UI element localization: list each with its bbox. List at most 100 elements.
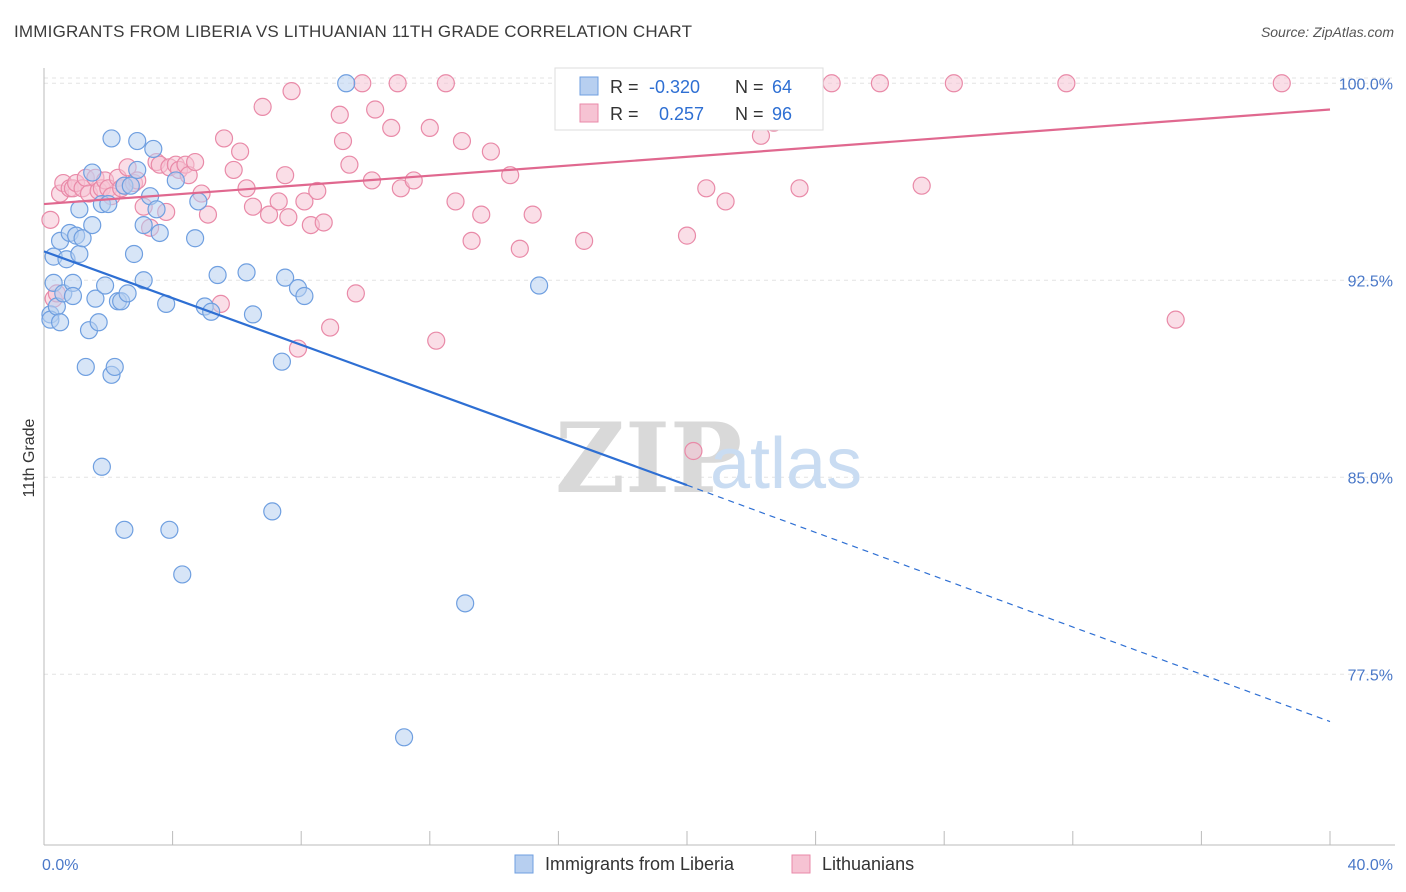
liberia-point — [394, 728, 414, 747]
lithuanians-point — [510, 239, 529, 258]
bottom-legend-swatch-pink — [791, 854, 811, 874]
liberia-point — [105, 357, 124, 377]
lithuanians-point — [353, 74, 372, 93]
chart-title: IMMIGRANTS FROM LIBERIA VS LITHUANIAN 11… — [14, 22, 693, 41]
liberia-point — [118, 284, 137, 303]
liberia-point — [86, 289, 105, 308]
liberia-point — [150, 223, 169, 243]
liberia-point — [70, 200, 89, 219]
lithuanians-point — [198, 205, 218, 224]
liberia-point — [189, 192, 208, 211]
lithuanians-point — [333, 131, 353, 151]
lithuanians-point — [346, 284, 365, 303]
lithuanians-point — [276, 166, 295, 185]
lithuanians-point — [253, 97, 272, 116]
legend-r-label-pink: R = — [610, 104, 639, 124]
y-axis-label: 11th Grade — [21, 418, 38, 497]
watermark-zip: ZIP — [555, 402, 742, 515]
y-tick-label: 85.0% — [1348, 470, 1393, 487]
lithuanians-point — [404, 171, 423, 190]
y-tick-labels: 77.5% 85.0% 92.5% 100.0% — [1339, 76, 1393, 684]
lithuanians-point — [446, 192, 465, 211]
source-credit: Source: ZipAtlas.com — [1260, 24, 1394, 40]
liberia-point — [128, 160, 147, 180]
legend-swatch-pink — [579, 103, 599, 123]
liberia-point — [95, 276, 115, 295]
y-tick-label: 92.5% — [1348, 273, 1393, 290]
legend-swatch-blue — [579, 76, 599, 96]
liberia-point — [237, 263, 256, 282]
lithuanians-point — [1272, 74, 1291, 93]
liberia-point — [121, 176, 140, 195]
lithuanians-point — [462, 231, 481, 250]
liberia-point — [83, 215, 102, 235]
trend-lines — [43, 108, 1331, 723]
lithuanians-point — [912, 176, 931, 195]
lithuanians-trend-line — [43, 108, 1331, 206]
legend-n-value-pink: 96 — [772, 104, 792, 124]
lithuanians-point — [575, 231, 594, 250]
liberia-point — [102, 129, 121, 148]
lithuanians-point — [282, 82, 301, 101]
liberia-point — [144, 139, 163, 159]
liberia-point — [83, 163, 102, 182]
liberia-point — [115, 520, 134, 539]
lithuanians-point — [330, 105, 349, 124]
liberia-point — [63, 286, 83, 306]
lithuanians-point — [472, 205, 491, 224]
axes — [43, 68, 1395, 846]
lithuanians-point — [452, 131, 472, 151]
lithuanians-point — [388, 74, 407, 93]
liberia-point — [73, 229, 92, 248]
liberia-point — [208, 265, 227, 285]
bottom-legend: Immigrants from Liberia Lithuanians — [514, 854, 914, 874]
lithuanians-point — [790, 179, 809, 198]
lithuanians-point — [243, 197, 263, 216]
y-tick-label: 77.5% — [1348, 667, 1393, 684]
liberia-point — [70, 244, 89, 264]
lithuanians-point — [279, 208, 298, 227]
lithuanians-point — [295, 192, 314, 211]
lithuanians-point — [1166, 310, 1185, 329]
lithuanians-point — [366, 100, 385, 119]
lithuanians-point — [321, 318, 340, 337]
lithuanians-point — [716, 192, 735, 211]
lithuanians-point — [481, 142, 500, 161]
bottom-legend-label-pink: Lithuanians — [822, 854, 914, 874]
lithuanians-point — [436, 74, 455, 93]
liberia-point — [134, 215, 153, 235]
lithuanians-point — [382, 118, 401, 138]
x-tick-label-min: 0.0% — [42, 857, 78, 874]
top-legend-box — [554, 67, 824, 131]
watermark-atlas: atlas — [710, 424, 862, 504]
lithuanians-point — [231, 142, 250, 161]
liberia-point — [89, 313, 108, 332]
liberia-point — [76, 357, 95, 377]
watermark: ZIP atlas — [555, 402, 862, 515]
liberia-trend-line — [43, 250, 688, 487]
bottom-legend-swatch-blue — [514, 854, 534, 874]
lithuanians-point — [340, 155, 359, 174]
lithuanians-point — [420, 118, 439, 138]
legend-n-label-blue: N = — [735, 77, 764, 97]
liberia-point — [128, 131, 147, 151]
grid-lines — [44, 77, 1395, 675]
lithuanians-point — [308, 181, 327, 201]
lithuanians-point — [697, 179, 716, 198]
lithuanians-point — [314, 213, 333, 232]
lithuanians-point — [427, 331, 446, 350]
lithuanians-point — [822, 74, 841, 93]
lithuanians-point — [214, 129, 234, 148]
liberia-point — [160, 520, 179, 539]
legend-n-label-pink: N = — [735, 104, 764, 124]
x-tick-label-max: 40.0% — [1348, 857, 1393, 874]
legend-r-value-blue: -0.320 — [649, 77, 700, 97]
lithuanians-point — [677, 226, 697, 245]
bottom-legend-label-blue: Immigrants from Liberia — [545, 854, 735, 874]
lithuanians-point — [523, 205, 542, 224]
liberia-point — [263, 502, 282, 521]
lithuanians-point — [1057, 74, 1076, 93]
top-legend: R = -0.320 N = 64 R = 0.257 N = 96 — [554, 67, 824, 131]
lithuanians-point — [41, 210, 60, 229]
